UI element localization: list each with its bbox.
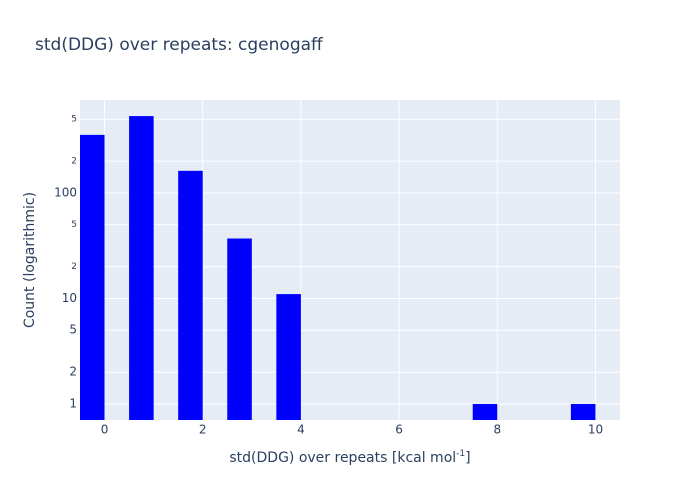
bar — [276, 294, 301, 420]
x-label-sup: -1 — [456, 449, 465, 459]
bar — [472, 403, 498, 420]
y-tick-label: 5 — [71, 220, 77, 230]
y-tick-label: 2 — [69, 365, 77, 379]
y-tick-label: 2 — [71, 262, 77, 272]
bar — [178, 170, 203, 420]
x-tick-label: 10 — [588, 423, 603, 437]
y-tick-label: 10 — [62, 291, 77, 305]
chart-title: std(DDG) over repeats: cgenogaff — [35, 35, 324, 55]
x-tick-label: 2 — [199, 423, 207, 437]
bar — [227, 238, 252, 420]
x-label-suffix: ] — [465, 450, 470, 466]
x-tick-label: 0 — [101, 423, 109, 437]
y-tick-label: 100 — [54, 185, 77, 199]
plot-area — [80, 100, 620, 420]
x-tick-label: 6 — [395, 423, 403, 437]
bar — [570, 403, 596, 420]
y-tick-label: 2 — [71, 157, 77, 167]
x-tick-label: 8 — [493, 423, 501, 437]
x-tick-label: 4 — [297, 423, 305, 437]
y-axis-label: Count (logarithmic) — [22, 192, 38, 328]
y-tick-label: 5 — [69, 323, 77, 337]
bar — [129, 116, 154, 420]
y-tick-label: 5 — [71, 115, 77, 125]
bar — [80, 134, 105, 421]
x-axis-label: std(DDG) over repeats [kcal mol-1] — [229, 449, 470, 467]
y-tick-label: 1 — [69, 396, 77, 410]
x-label-text: std(DDG) over repeats [kcal mol — [229, 450, 456, 466]
